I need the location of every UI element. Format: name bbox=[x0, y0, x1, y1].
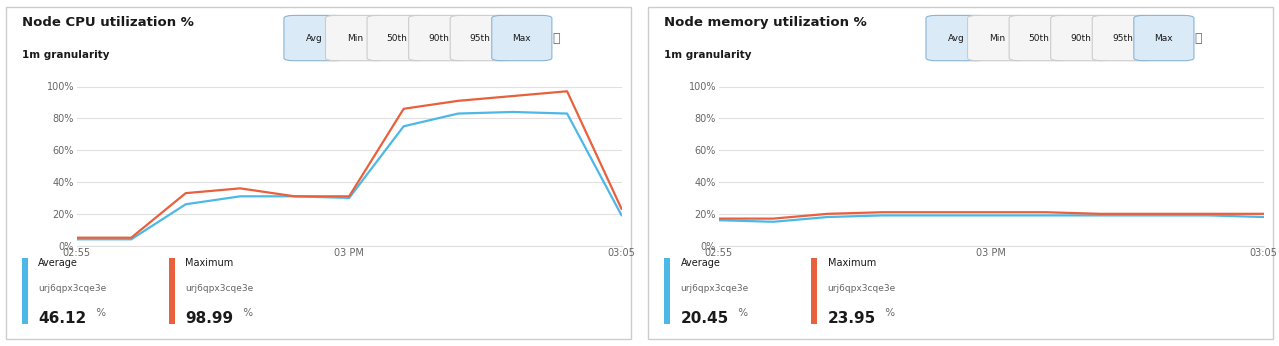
Text: 🖈: 🖈 bbox=[1195, 31, 1202, 45]
Text: 1m granularity: 1m granularity bbox=[664, 50, 751, 60]
Text: 95th: 95th bbox=[1111, 34, 1133, 43]
Text: 90th: 90th bbox=[1071, 34, 1091, 43]
Text: Average: Average bbox=[38, 258, 78, 268]
Text: 🖈: 🖈 bbox=[553, 31, 560, 45]
Text: 20.45: 20.45 bbox=[680, 311, 729, 326]
Text: %: % bbox=[734, 308, 748, 318]
Text: urj6qpx3cqe3e: urj6qpx3cqe3e bbox=[38, 284, 106, 293]
Text: Avg: Avg bbox=[948, 34, 964, 43]
Text: Maximum: Maximum bbox=[828, 258, 876, 268]
Text: urj6qpx3cqe3e: urj6qpx3cqe3e bbox=[185, 284, 253, 293]
Text: Avg: Avg bbox=[306, 34, 322, 43]
Text: %: % bbox=[883, 308, 895, 318]
Text: Node CPU utilization %: Node CPU utilization % bbox=[22, 16, 193, 29]
Text: 46.12: 46.12 bbox=[38, 311, 87, 326]
Text: %: % bbox=[92, 308, 106, 318]
Text: Node memory utilization %: Node memory utilization % bbox=[664, 16, 867, 29]
Text: Min: Min bbox=[348, 34, 363, 43]
Text: 98.99: 98.99 bbox=[185, 311, 234, 326]
Text: urj6qpx3cqe3e: urj6qpx3cqe3e bbox=[828, 284, 895, 293]
Text: Min: Min bbox=[990, 34, 1005, 43]
Text: Max: Max bbox=[1155, 34, 1173, 43]
Text: 50th: 50th bbox=[1028, 34, 1050, 43]
Text: Maximum: Maximum bbox=[185, 258, 234, 268]
Text: 50th: 50th bbox=[386, 34, 408, 43]
Text: 1m granularity: 1m granularity bbox=[22, 50, 109, 60]
Text: %: % bbox=[240, 308, 253, 318]
Text: 23.95: 23.95 bbox=[828, 311, 876, 326]
Text: urj6qpx3cqe3e: urj6qpx3cqe3e bbox=[680, 284, 748, 293]
Text: Max: Max bbox=[513, 34, 531, 43]
Text: 95th: 95th bbox=[469, 34, 491, 43]
Text: Average: Average bbox=[680, 258, 720, 268]
Text: 90th: 90th bbox=[428, 34, 449, 43]
